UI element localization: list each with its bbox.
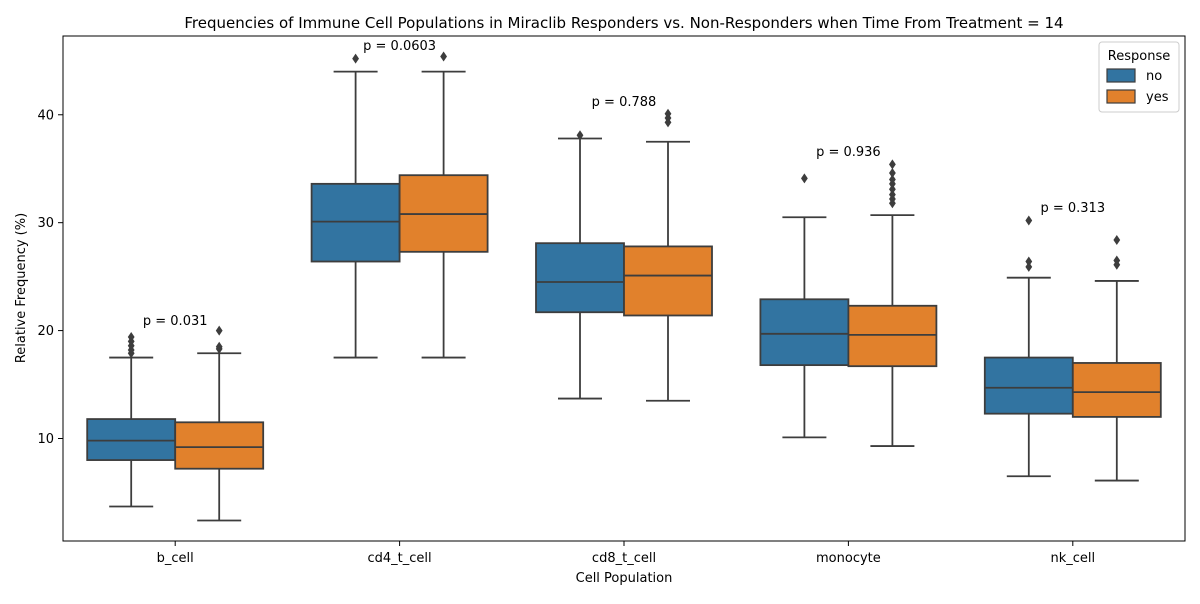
- outlier-point: [889, 174, 896, 185]
- box-no: [983, 356, 1074, 415]
- outlier-point: [1113, 255, 1121, 266]
- p-value-annotation: p = 0.0603: [363, 39, 436, 54]
- outlier-point: [440, 51, 447, 62]
- x-tick-label: cd4_t_cell: [368, 551, 432, 566]
- y-axis-label: Relative Frequency (%): [14, 213, 29, 363]
- legend: Response no yes: [1098, 41, 1180, 113]
- box-no: [535, 242, 625, 314]
- p-value-annotation: p = 0.313: [1040, 201, 1105, 216]
- x-tick-label: b_cell: [157, 551, 194, 566]
- legend-swatch-yes: [1106, 89, 1136, 104]
- x-axis-label: Cell Population: [576, 571, 673, 586]
- y-tick-label: 20: [37, 324, 54, 339]
- outlier-point: [801, 173, 808, 184]
- plot-area: p = 0.031 p = 0.0603 p = 0.788 p = 0.936 p =…: [86, 39, 1162, 522]
- box-yes: [847, 304, 938, 368]
- x-tick-label: cd8_t_cell: [592, 551, 656, 566]
- outlier-point: [889, 159, 896, 170]
- box-yes: [1071, 362, 1162, 418]
- box-yes: [623, 245, 713, 317]
- box-no: [86, 418, 177, 461]
- y-tick-label: 40: [37, 108, 54, 123]
- outlier-point: [127, 332, 135, 343]
- outlier-point: [1025, 256, 1033, 267]
- outlier-point: [889, 168, 896, 179]
- outlier-point: [889, 184, 896, 195]
- p-value-annotation: p = 0.936: [816, 145, 881, 160]
- p-value-annotation: p = 0.788: [592, 95, 657, 110]
- box-yes: [174, 421, 265, 470]
- outlier-point: [1113, 234, 1121, 245]
- legend-label-yes: yes: [1146, 90, 1169, 105]
- legend-label-no: no: [1146, 69, 1162, 84]
- outlier-point: [1025, 215, 1033, 226]
- x-tick-label: monocyte: [816, 551, 881, 566]
- p-value-annotation: p = 0.031: [143, 314, 208, 329]
- outlier-point: [1025, 261, 1033, 272]
- outlier-point: [352, 53, 359, 64]
- box-no: [759, 298, 850, 367]
- chart-title: Frequencies of Immune Cell Populations i…: [184, 14, 1063, 32]
- outlier-point: [215, 341, 223, 352]
- x-tick-label: nk_cell: [1050, 551, 1095, 566]
- y-tick-label: 30: [37, 216, 54, 231]
- outlier-point: [889, 189, 896, 200]
- y-tick-label: 10: [37, 432, 54, 447]
- box-no: [310, 182, 401, 263]
- outlier-point: [576, 130, 584, 141]
- legend-title: Response: [1108, 49, 1170, 64]
- legend-swatch-no: [1106, 68, 1136, 83]
- outlier-point: [215, 325, 223, 336]
- outlier-point: [664, 108, 672, 119]
